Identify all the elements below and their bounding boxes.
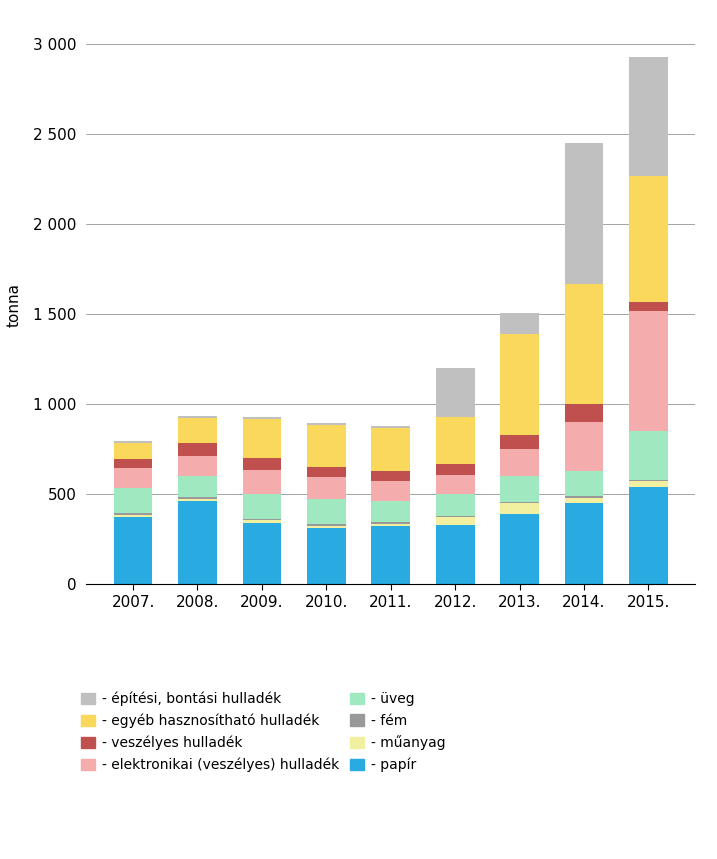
Bar <box>114 488 153 514</box>
Bar <box>178 502 217 584</box>
Bar <box>114 517 153 584</box>
Bar <box>629 481 668 487</box>
Bar <box>436 517 475 525</box>
Bar <box>307 526 346 528</box>
Bar <box>565 471 604 497</box>
Bar <box>371 471 410 481</box>
Bar <box>371 524 410 527</box>
Bar <box>500 503 539 514</box>
Bar <box>629 175 668 302</box>
Bar <box>500 313 539 334</box>
Y-axis label: tonna: tonna <box>6 283 22 327</box>
Bar <box>500 514 539 584</box>
Bar <box>114 460 153 468</box>
Bar <box>629 431 668 480</box>
Bar <box>500 334 539 435</box>
Bar <box>307 425 346 466</box>
Bar <box>629 57 668 175</box>
Bar <box>565 143 604 283</box>
Bar <box>436 525 475 584</box>
Bar <box>178 497 217 498</box>
Bar <box>114 514 153 515</box>
Bar <box>307 423 346 425</box>
Bar <box>114 443 153 460</box>
Bar <box>565 497 604 503</box>
Bar <box>242 459 281 470</box>
Bar <box>500 435 539 449</box>
Bar <box>307 499 346 524</box>
Bar <box>629 487 668 584</box>
Bar <box>178 443 217 455</box>
Bar <box>242 521 281 523</box>
Bar <box>371 426 410 428</box>
Bar <box>371 428 410 471</box>
Bar <box>371 527 410 584</box>
Bar <box>436 417 475 464</box>
Bar <box>114 468 153 488</box>
Bar <box>371 481 410 501</box>
Bar <box>242 519 281 521</box>
Bar <box>371 501 410 522</box>
Bar <box>500 502 539 503</box>
Bar <box>114 442 153 443</box>
Bar <box>500 477 539 502</box>
Bar <box>629 302 668 311</box>
Legend: - építési, bontási hulladék, - egyéb hasznosítható hulladék, - veszélyes hulladé: - építési, bontási hulladék, - egyéb has… <box>81 691 445 772</box>
Bar <box>178 417 217 443</box>
Bar <box>307 466 346 478</box>
Bar <box>242 470 281 494</box>
Bar <box>436 369 475 417</box>
Bar <box>307 478 346 499</box>
Bar <box>178 476 217 497</box>
Bar <box>629 480 668 481</box>
Bar <box>500 449 539 477</box>
Bar <box>114 515 153 517</box>
Bar <box>307 528 346 584</box>
Bar <box>371 522 410 524</box>
Bar <box>242 494 281 519</box>
Bar <box>629 311 668 431</box>
Bar <box>178 455 217 476</box>
Bar <box>565 283 604 405</box>
Bar <box>436 516 475 517</box>
Bar <box>178 498 217 502</box>
Bar <box>565 405 604 423</box>
Bar <box>436 464 475 475</box>
Bar <box>242 417 281 419</box>
Bar <box>436 495 475 516</box>
Bar <box>242 419 281 459</box>
Bar <box>178 416 217 417</box>
Bar <box>565 423 604 471</box>
Bar <box>242 523 281 584</box>
Bar <box>565 503 604 584</box>
Bar <box>436 475 475 495</box>
Bar <box>307 524 346 526</box>
